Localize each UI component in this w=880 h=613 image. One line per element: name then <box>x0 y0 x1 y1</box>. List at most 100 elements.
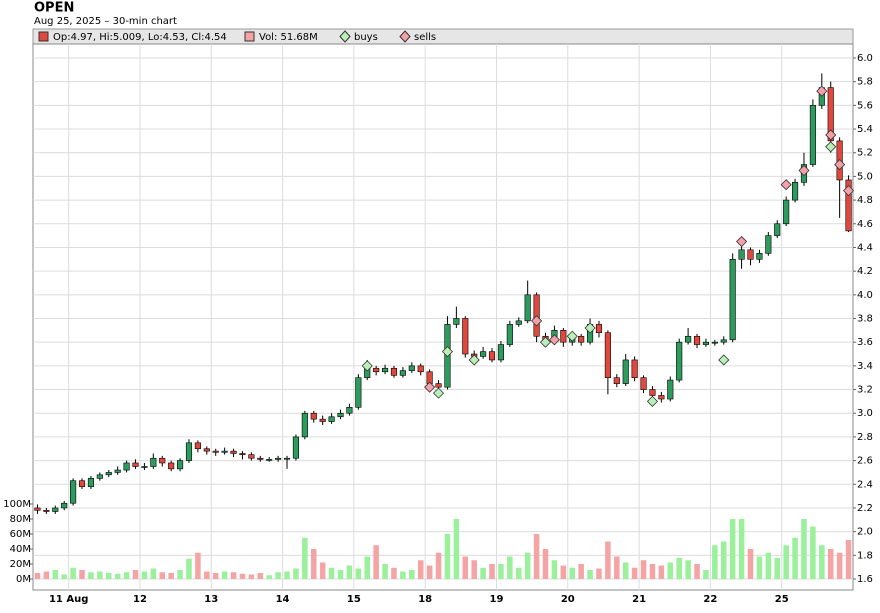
volume-bar <box>114 573 121 579</box>
y-tick-label: 5.6 <box>857 100 873 111</box>
candle-body <box>685 335 692 343</box>
volume-bar <box>319 562 326 579</box>
volume-bar <box>542 549 549 579</box>
volume-bar <box>337 570 344 579</box>
candle-body <box>159 457 166 464</box>
volume-bar <box>373 545 379 579</box>
buy-marker <box>539 336 552 348</box>
candle-body <box>765 235 772 254</box>
sell-marker <box>816 85 828 97</box>
y-tick-label: 5.4 <box>857 124 873 135</box>
candle-body <box>774 223 781 236</box>
volume-bar <box>498 564 504 579</box>
volume-bar <box>845 540 852 579</box>
candle-body <box>480 351 487 357</box>
y-tick-label: 4.4 <box>857 242 873 253</box>
volume-bar <box>640 560 647 579</box>
volume-bar <box>622 562 629 579</box>
volume-bar <box>302 537 308 579</box>
candle-body <box>595 324 603 334</box>
candle-body <box>78 480 86 487</box>
volume-bar <box>453 519 460 579</box>
volume-bar <box>159 572 166 579</box>
buy-marker <box>646 395 659 407</box>
candle-body <box>239 453 246 455</box>
volume-bar <box>70 567 76 579</box>
volume-bar <box>275 572 281 579</box>
candle-body <box>809 105 816 165</box>
volume-bar <box>346 565 353 579</box>
volume-bar <box>186 558 192 579</box>
volume-bar <box>596 568 602 579</box>
candle-body <box>462 318 469 355</box>
volume-bar <box>43 571 50 579</box>
candle-body <box>105 472 112 476</box>
legend-swatch <box>244 31 255 42</box>
volume-bar <box>471 560 477 579</box>
x-tick-label: 15 <box>347 594 361 605</box>
buy-marker <box>584 322 596 334</box>
volume-bar <box>426 565 433 579</box>
volume-bar <box>61 574 67 579</box>
volume-bar <box>587 570 593 579</box>
volume-bar <box>391 567 397 579</box>
candle-body <box>301 412 308 438</box>
volume-bar <box>221 571 228 579</box>
candle-body <box>649 389 656 396</box>
y-tick-label: 5.2 <box>857 148 873 159</box>
candle-body <box>560 330 567 343</box>
volume-bar <box>293 568 299 579</box>
buy-marker <box>566 330 578 342</box>
y-tick-label: 4.6 <box>857 219 873 230</box>
y-tick-label: 6.0 <box>857 53 873 64</box>
candle-body <box>738 249 745 260</box>
volume-bar <box>123 572 130 579</box>
volume-bar <box>195 552 201 579</box>
candle-body <box>123 462 130 471</box>
y-tick-label: 3.2 <box>857 385 873 396</box>
volume-bar <box>435 552 442 579</box>
volume-bar <box>783 545 789 579</box>
y-tick-label: 2.2 <box>857 503 873 514</box>
volume-bar <box>578 564 584 579</box>
x-tick-label: 12 <box>133 594 147 605</box>
candle-body <box>61 502 68 509</box>
volume-bar <box>827 549 834 579</box>
volume-bar <box>533 534 540 579</box>
legend-entry: sells <box>414 32 436 43</box>
candle-body <box>453 318 460 325</box>
y-tick-label: 2.8 <box>857 432 873 443</box>
volume-bar <box>738 519 745 579</box>
candle-body <box>150 457 157 467</box>
volume-bar <box>667 562 674 579</box>
sell-marker <box>424 381 436 393</box>
buy-marker <box>825 141 837 153</box>
legend-entry: Op:4.97, Hi:5.009, Lo:4.53, Cl:4.54 <box>53 32 227 43</box>
volume-bar <box>792 537 798 579</box>
candle-body <box>792 182 799 201</box>
y-tick-label: 3.4 <box>857 361 873 372</box>
volume-bar <box>765 552 772 579</box>
chart-subtitle: Aug 25, 2025 – 30-min chart <box>34 16 177 27</box>
buy-marker <box>718 354 730 366</box>
candle-body <box>355 377 362 408</box>
candle-body <box>827 87 834 142</box>
candle-body <box>506 324 513 345</box>
candle-body <box>70 480 77 504</box>
y-tick-label: 5.8 <box>857 77 873 88</box>
candle-body <box>747 249 754 260</box>
candle-body <box>390 367 398 376</box>
candle-body <box>515 320 522 325</box>
candle-body <box>729 258 736 341</box>
candle-body <box>845 179 852 232</box>
buy-marker <box>432 387 445 399</box>
y2-tick-label: 20M <box>10 559 31 570</box>
volume-bar <box>34 573 41 579</box>
legend-swatch <box>339 30 351 43</box>
x-tick-label: 22 <box>703 594 717 605</box>
volume-bar <box>747 549 754 579</box>
volume-bar <box>417 560 424 579</box>
sell-marker <box>798 164 810 177</box>
y-tick-label: 4.0 <box>857 290 873 301</box>
candle-body <box>373 367 380 373</box>
